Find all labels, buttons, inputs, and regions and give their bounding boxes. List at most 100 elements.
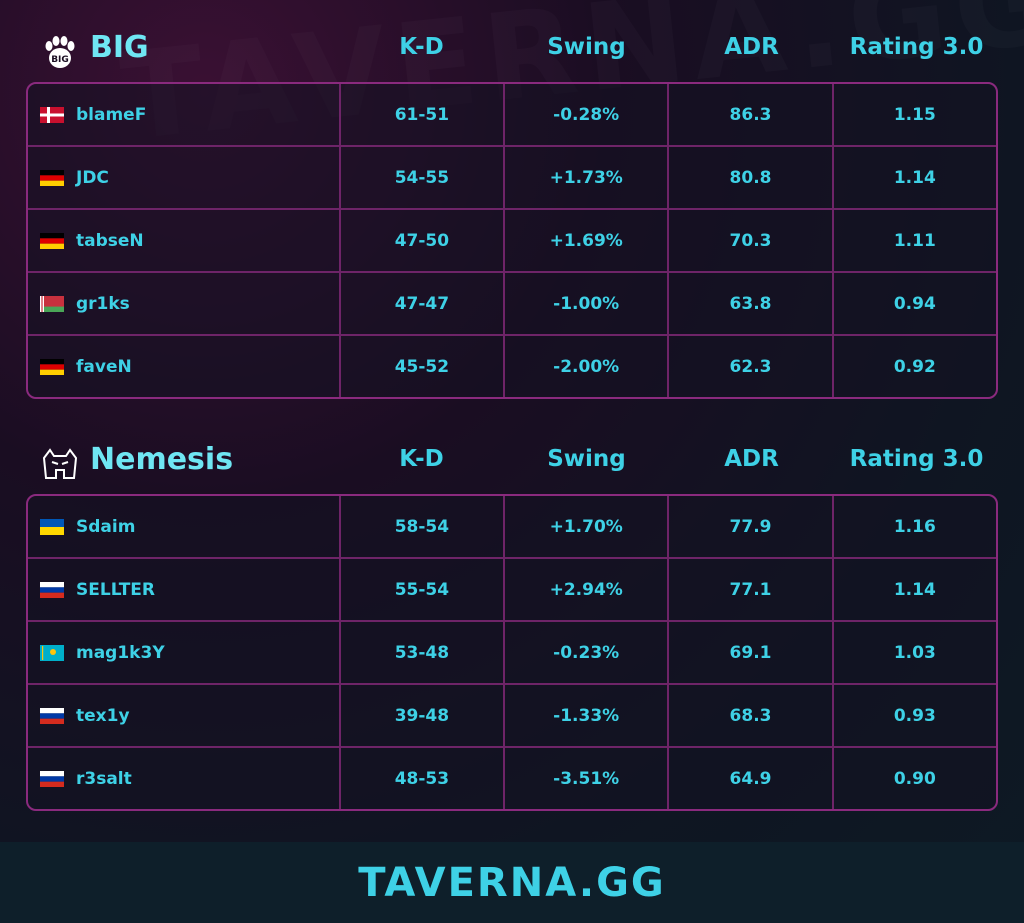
kd-cell: 54-55 [338, 147, 503, 208]
adr-cell: 69.1 [667, 622, 831, 683]
player-cell: r3salt [28, 748, 339, 809]
player-name[interactable]: SELLTER [76, 579, 156, 600]
player-name[interactable]: mag1k3Y [76, 642, 165, 663]
svg-text:BIG: BIG [51, 55, 69, 65]
flag-de-icon [40, 358, 64, 375]
adr-cell: 77.9 [667, 496, 831, 557]
kd-cell: 47-50 [338, 210, 503, 271]
adr-cell: 80.8 [667, 147, 831, 208]
player-cell: tex1y [28, 685, 339, 746]
flag-by-icon [40, 295, 64, 312]
swing-cell: -0.28% [503, 84, 667, 145]
col-header-swing: Swing [547, 446, 626, 472]
table-row: mag1k3Y 53-48 -0.23% 69.1 1.03 [28, 620, 996, 683]
kd-cell: 45-52 [338, 336, 503, 397]
flag-ru-icon [40, 581, 64, 598]
rating-cell: 0.94 [831, 273, 996, 334]
kd-cell: 61-51 [338, 84, 503, 145]
kd-cell: 48-53 [338, 748, 503, 809]
kd-cell: 47-47 [338, 273, 503, 334]
team-header: Nemesis K-D Swing ADR Rating 3.0 [26, 430, 998, 494]
table-row: Sdaim 58-54 +1.70% 77.9 1.16 [28, 496, 996, 557]
team-name: Nemesis [90, 442, 234, 477]
col-header-adr: ADR [724, 34, 779, 60]
team-block-nemesis: Nemesis K-D Swing ADR Rating 3.0 Sdaim 58… [26, 430, 998, 811]
swing-cell: +1.70% [503, 496, 667, 557]
table-row: tex1y 39-48 -1.33% 68.3 0.93 [28, 683, 996, 746]
rating-cell: 1.15 [831, 84, 996, 145]
player-cell: mag1k3Y [28, 622, 339, 683]
flag-kz-icon [40, 644, 64, 661]
player-cell: faveN [28, 336, 339, 397]
player-name[interactable]: gr1ks [76, 293, 130, 314]
adr-cell: 64.9 [667, 748, 831, 809]
adr-cell: 68.3 [667, 685, 831, 746]
swing-cell: -2.00% [503, 336, 667, 397]
rating-cell: 1.14 [831, 147, 996, 208]
player-name[interactable]: blameF [76, 104, 147, 125]
flag-ru-icon [40, 707, 64, 724]
swing-cell: +1.73% [503, 147, 667, 208]
col-header-rating: Rating 3.0 [849, 34, 984, 60]
team-header: BIG BIG K-D Swing ADR Rating 3.0 [26, 18, 998, 82]
kd-cell: 53-48 [338, 622, 503, 683]
flag-ua-icon [40, 518, 64, 535]
player-cell: SELLTER [28, 559, 339, 620]
footer: TAVERNA.GG [0, 842, 1024, 923]
player-name[interactable]: r3salt [76, 768, 132, 789]
team-block-big: BIG BIG K-D Swing ADR Rating 3.0 blameF 6… [26, 18, 998, 399]
col-header-kd: K-D [399, 446, 444, 472]
nemesis-logo-icon [42, 448, 78, 479]
col-header-swing: Swing [547, 34, 626, 60]
rating-cell: 0.92 [831, 336, 996, 397]
player-name[interactable]: Sdaim [76, 516, 136, 537]
player-name[interactable]: faveN [76, 356, 132, 377]
col-header-rating: Rating 3.0 [849, 446, 984, 472]
player-cell: Sdaim [28, 496, 339, 557]
swing-cell: -0.23% [503, 622, 667, 683]
flag-dk-icon [40, 106, 64, 123]
player-name[interactable]: JDC [76, 167, 109, 188]
table-row: r3salt 48-53 -3.51% 64.9 0.90 [28, 746, 996, 809]
team-name: BIG [90, 30, 149, 65]
adr-cell: 77.1 [667, 559, 831, 620]
rating-cell: 1.03 [831, 622, 996, 683]
player-cell: gr1ks [28, 273, 339, 334]
table-row: SELLTER 55-54 +2.94% 77.1 1.14 [28, 557, 996, 620]
kd-cell: 58-54 [338, 496, 503, 557]
table-row: blameF 61-51 -0.28% 86.3 1.15 [28, 84, 996, 145]
player-name[interactable]: tabseN [76, 230, 144, 251]
col-header-kd: K-D [399, 34, 444, 60]
adr-cell: 70.3 [667, 210, 831, 271]
rating-cell: 0.93 [831, 685, 996, 746]
swing-cell: +1.69% [503, 210, 667, 271]
swing-cell: -3.51% [503, 748, 667, 809]
rating-cell: 1.14 [831, 559, 996, 620]
rating-cell: 1.11 [831, 210, 996, 271]
flag-de-icon [40, 169, 64, 186]
player-cell: tabseN [28, 210, 339, 271]
table-row: faveN 45-52 -2.00% 62.3 0.92 [28, 334, 996, 397]
flag-ru-icon [40, 770, 64, 787]
kd-cell: 55-54 [338, 559, 503, 620]
table-row: gr1ks 47-47 -1.00% 63.8 0.94 [28, 271, 996, 334]
rating-cell: 0.90 [831, 748, 996, 809]
adr-cell: 86.3 [667, 84, 831, 145]
player-name[interactable]: tex1y [76, 705, 130, 726]
flag-de-icon [40, 232, 64, 249]
stats-table: blameF 61-51 -0.28% 86.3 1.15 JDC 54-55 +1.73% 8… [26, 82, 998, 399]
kd-cell: 39-48 [338, 685, 503, 746]
brand-logo-text[interactable]: TAVERNA.GG [358, 859, 666, 906]
swing-cell: -1.33% [503, 685, 667, 746]
table-row: tabseN 47-50 +1.69% 70.3 1.11 [28, 208, 996, 271]
swing-cell: +2.94% [503, 559, 667, 620]
player-cell: blameF [28, 84, 339, 145]
table-row: JDC 54-55 +1.73% 80.8 1.14 [28, 145, 996, 208]
rating-cell: 1.16 [831, 496, 996, 557]
player-cell: JDC [28, 147, 339, 208]
stats-table: Sdaim 58-54 +1.70% 77.9 1.16 SELLTER 55-54 +2.9… [26, 494, 998, 811]
col-header-adr: ADR [724, 446, 779, 472]
big-paw-logo-icon: BIG [45, 36, 75, 68]
adr-cell: 63.8 [667, 273, 831, 334]
adr-cell: 62.3 [667, 336, 831, 397]
